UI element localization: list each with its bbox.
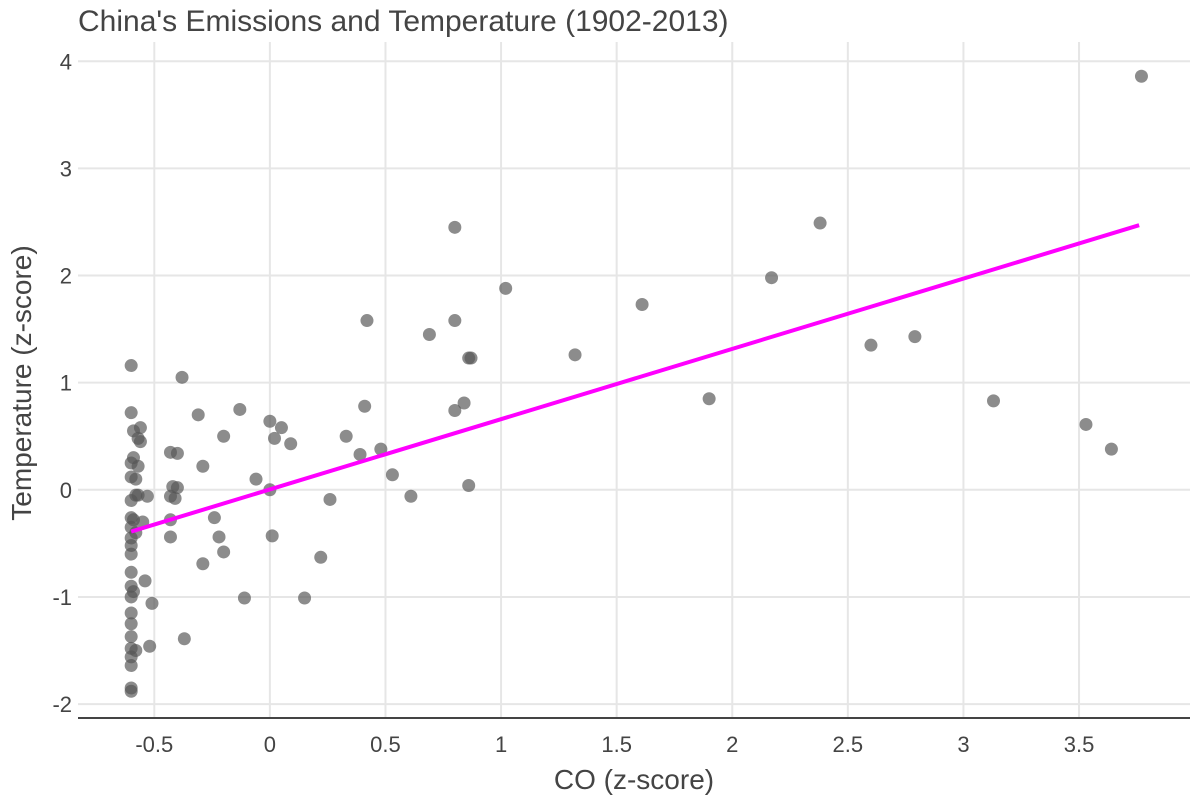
data-point: [1104, 442, 1118, 456]
data-point: [145, 596, 159, 610]
data-point: [124, 406, 138, 420]
data-point: [217, 429, 231, 443]
y-tick-label: 4: [60, 49, 72, 74]
data-point: [353, 447, 367, 461]
data-point: [268, 431, 282, 445]
data-point: [265, 529, 279, 543]
data-point: [124, 684, 138, 698]
data-point: [217, 545, 231, 559]
data-point: [568, 348, 582, 362]
data-point: [765, 271, 779, 285]
x-tick-label: 2.5: [833, 732, 864, 757]
x-tick-label: 3.5: [1064, 732, 1095, 757]
data-point: [138, 574, 152, 588]
data-point: [133, 435, 147, 449]
data-point: [448, 404, 462, 418]
data-point: [374, 442, 388, 456]
data-point: [404, 489, 418, 503]
y-tick-label: 0: [60, 478, 72, 503]
data-point: [143, 639, 157, 653]
data-point: [813, 216, 827, 230]
x-axis-label: CO (z-score): [554, 764, 714, 795]
data-point: [1079, 417, 1093, 431]
data-point: [133, 421, 147, 435]
data-point: [702, 392, 716, 406]
data-point: [175, 370, 189, 384]
data-point: [196, 557, 210, 571]
data-point: [191, 408, 205, 422]
data-point: [124, 617, 138, 631]
data-point: [635, 297, 649, 311]
data-point: [499, 281, 513, 295]
x-tick-label: 1: [495, 732, 507, 757]
data-point: [126, 585, 140, 599]
data-point: [124, 659, 138, 673]
data-point: [448, 220, 462, 234]
data-point: [422, 327, 436, 341]
data-point: [864, 338, 878, 352]
data-point: [177, 632, 191, 646]
y-tick-labels: -2 -1 0 1 2 3 4: [52, 49, 72, 717]
data-point: [284, 437, 298, 451]
y-tick-label: 1: [60, 371, 72, 396]
data-point: [168, 491, 182, 505]
chart-title: China's Emissions and Temperature (1902-…: [78, 5, 729, 38]
data-point: [385, 468, 399, 482]
data-point: [124, 547, 138, 561]
data-point: [986, 394, 1000, 408]
data-point: [274, 421, 288, 435]
data-point: [196, 459, 210, 473]
data-point: [464, 351, 478, 365]
x-tick-label: 1.5: [601, 732, 632, 757]
data-point: [212, 530, 226, 544]
x-tick-label: 2: [726, 732, 738, 757]
y-tick-label: 2: [60, 264, 72, 289]
y-tick-label: -2: [52, 692, 72, 717]
x-tick-label: 3: [957, 732, 969, 757]
data-point: [323, 492, 337, 506]
data-point: [908, 330, 922, 344]
x-tick-labels: -0.5 0 0.5 1 1.5 2 2.5 3 3.5: [135, 732, 1094, 757]
data-point: [170, 446, 184, 460]
y-tick-label: -1: [52, 585, 72, 610]
data-point: [124, 565, 138, 579]
data-point: [1134, 69, 1148, 83]
data-point: [448, 314, 462, 328]
x-gridlines: [153, 42, 1081, 718]
data-point: [233, 402, 247, 416]
x-tick-label: -0.5: [135, 732, 173, 757]
data-point: [207, 511, 221, 525]
x-tick-label: 0.5: [370, 732, 401, 757]
trend-line: [130, 223, 1140, 534]
data-points: [124, 69, 1148, 698]
data-point: [124, 606, 138, 620]
y-tick-label: 3: [60, 156, 72, 181]
data-point: [360, 314, 374, 328]
data-point: [124, 359, 138, 373]
data-point: [140, 489, 154, 503]
data-point: [339, 429, 353, 443]
data-point: [249, 472, 263, 486]
x-tick-label: 0: [264, 732, 276, 757]
data-point: [462, 479, 476, 493]
data-point: [163, 530, 177, 544]
data-point: [298, 591, 312, 605]
data-point: [129, 472, 143, 486]
data-point: [358, 399, 372, 413]
data-point: [237, 591, 251, 605]
data-point: [314, 550, 328, 564]
data-point: [170, 481, 184, 495]
y-axis-label: Temperature (z-score): [6, 245, 37, 520]
data-point: [124, 630, 138, 644]
data-point: [129, 644, 143, 658]
data-point: [263, 414, 277, 428]
data-point: [457, 396, 471, 410]
y-gridlines: [78, 60, 1190, 706]
data-point: [131, 459, 145, 473]
